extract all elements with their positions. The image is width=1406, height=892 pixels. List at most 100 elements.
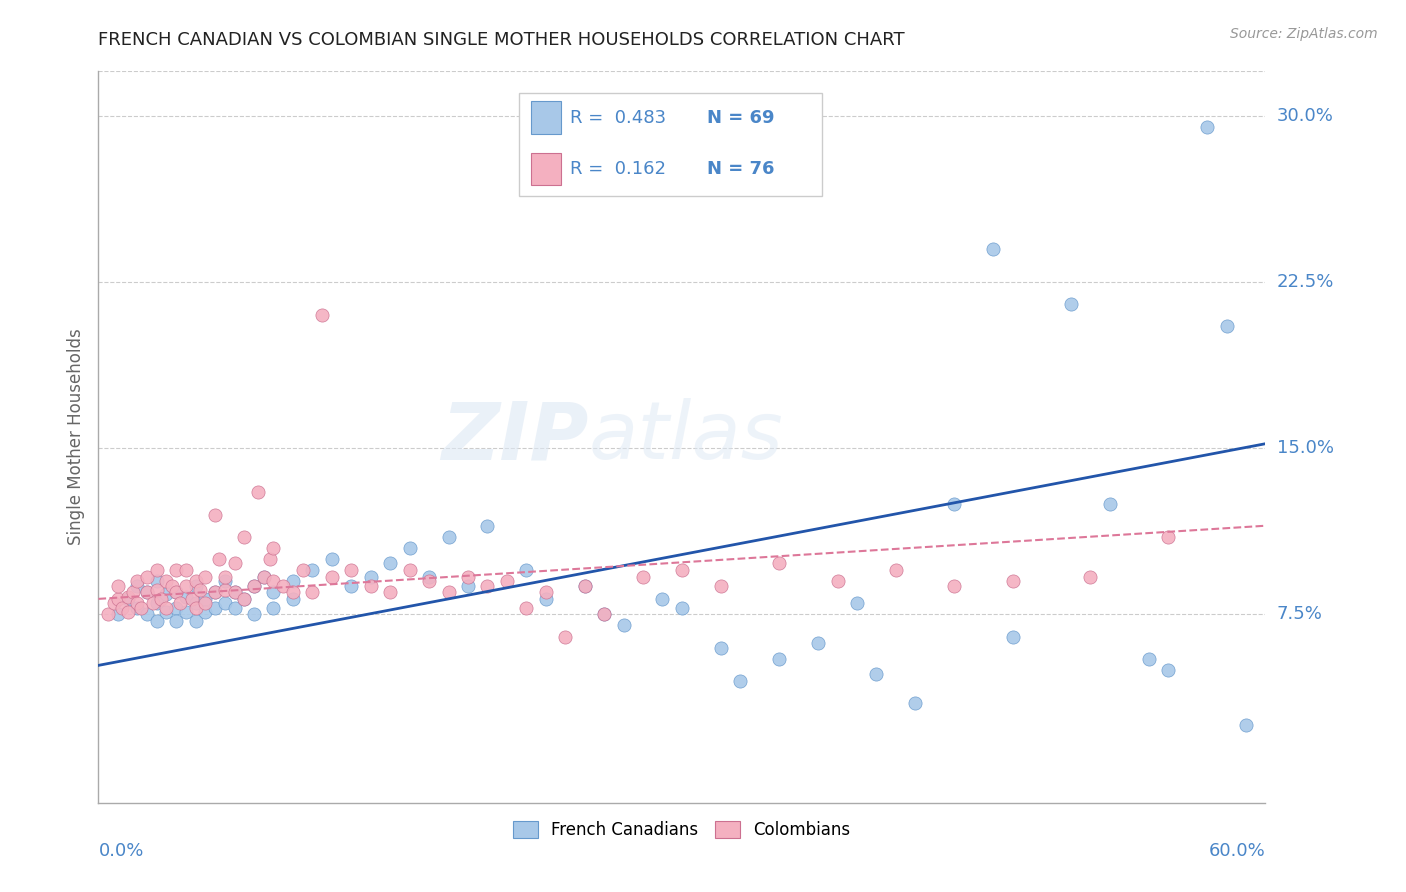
Point [111,600,134,615]
Point [340,563,363,577]
Point [136,585,159,599]
Point [146,614,169,628]
Point [103,596,125,610]
Point [117,590,139,604]
Point [457,578,479,592]
Point [214,570,236,584]
Point [165,614,187,628]
Point [194,596,217,610]
Point [174,563,197,577]
Point [253,570,276,584]
Point [1234,718,1257,732]
Point [127,574,149,589]
Point [593,607,616,622]
Point [155,600,177,615]
Point [214,596,236,610]
Point [1098,497,1121,511]
Point [496,574,519,589]
Point [142,596,165,610]
Text: ZIP: ZIP [441,398,589,476]
Point [204,585,226,599]
Point [865,667,887,681]
Point [136,585,159,599]
Point [117,605,139,619]
Point [1157,663,1180,677]
Point [301,585,323,599]
Point [107,591,129,606]
Point [243,607,266,622]
Point [884,563,907,577]
Point [224,600,246,615]
Point [360,578,382,592]
Point [127,596,149,610]
Point [534,591,557,606]
Point [262,585,284,599]
Text: 60.0%: 60.0% [1209,842,1265,860]
Point [214,582,236,597]
Point [155,587,177,601]
Point [243,578,266,592]
Text: 7.5%: 7.5% [1277,606,1323,624]
Point [768,557,790,571]
Point [127,600,149,615]
Point [291,563,314,577]
Point [730,673,752,688]
Point [165,585,187,599]
Point [1001,574,1024,589]
Point [107,607,129,622]
Point [281,591,304,606]
Point [380,557,402,571]
Text: atlas: atlas [589,398,783,476]
Point [631,570,654,584]
Point [360,570,382,584]
Point [224,585,246,599]
Point [165,563,187,577]
Point [321,552,343,566]
Text: 0.0%: 0.0% [98,842,143,860]
Point [827,574,849,589]
Point [246,485,269,500]
Point [380,585,402,599]
Point [136,570,159,584]
Point [204,585,226,599]
Point [122,585,145,599]
Point [259,552,281,566]
Point [243,578,266,592]
Point [671,563,693,577]
Point [233,591,256,606]
Point [155,574,177,589]
Point [194,591,217,606]
Point [1001,630,1024,644]
Point [281,574,304,589]
Point [534,585,557,599]
Point [184,578,207,592]
Point [943,497,966,511]
Point [262,600,284,615]
Point [904,696,927,710]
Point [224,557,246,571]
Point [1215,319,1237,334]
Point [149,591,172,606]
Point [174,605,197,619]
Point [710,578,733,592]
Point [515,563,537,577]
Point [1080,570,1102,584]
Point [418,570,440,584]
Point [146,596,169,610]
Point [710,640,733,655]
Point [233,591,256,606]
Point [340,578,363,592]
Point [107,578,129,592]
Point [671,600,693,615]
Point [574,578,596,592]
Point [204,600,226,615]
Point [651,591,673,606]
Point [554,630,576,644]
Point [184,574,207,589]
Point [127,578,149,592]
Point [184,596,207,610]
Point [155,605,177,619]
Point [593,607,616,622]
Point [129,600,152,615]
Point [169,596,191,610]
